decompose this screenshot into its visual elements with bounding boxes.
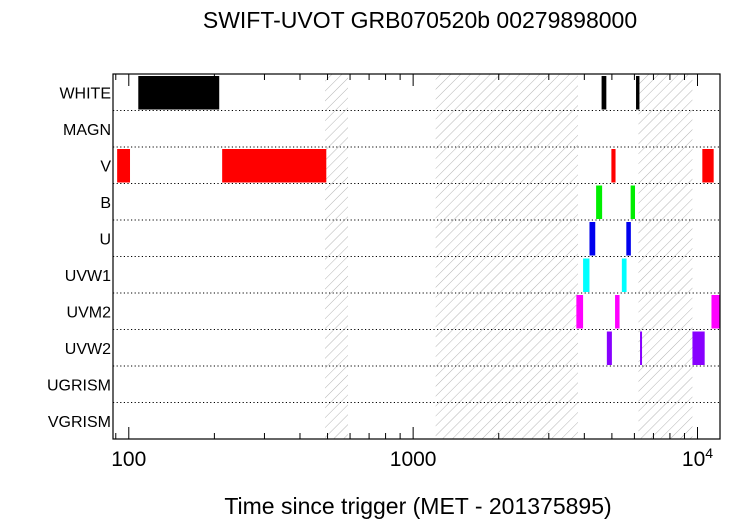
- x-axis-ticks: 100 1000 104: [111, 74, 713, 471]
- exposure-bars: [117, 76, 720, 365]
- row-label-v: V: [100, 158, 111, 175]
- x-tick-label-2: 104: [682, 445, 713, 471]
- row-label-vgrism: VGRISM: [48, 414, 111, 431]
- row-label-magn: MAGN: [63, 122, 111, 139]
- x-tick-label-1: 1000: [390, 448, 437, 471]
- exposure-bar-uvm2-15: [711, 295, 720, 329]
- exposure-bar-white-1: [601, 76, 607, 110]
- row-label-white: WHITE: [59, 85, 111, 102]
- exposure-bar-b-7: [596, 185, 603, 219]
- x-tick-exponent: 4: [705, 445, 713, 461]
- x-axis-label: Time since trigger (MET - 201375895): [224, 493, 611, 519]
- exposure-bar-uvw2-17: [640, 331, 643, 365]
- exposure-bar-u-10: [626, 222, 631, 256]
- exposure-bar-uvw2-18: [692, 331, 705, 365]
- exposure-bar-white-2: [636, 76, 640, 110]
- row-label-uvw1: UVW1: [65, 268, 111, 285]
- exposure-bar-uvw1-12: [621, 258, 627, 292]
- exposure-bar-uvm2-14: [615, 295, 620, 329]
- gap-interval-2: [638, 74, 693, 439]
- row-labels: WHITE MAGN V B U UVW1 UVM2 UVW2 UGRISM VGRISM: [47, 85, 111, 431]
- exposure-bar-v-5: [611, 149, 616, 183]
- row-label-uvw2: UVW2: [65, 341, 111, 358]
- exposure-bar-v-6: [702, 149, 714, 183]
- row-label-ugrism: UGRISM: [47, 377, 111, 394]
- exposure-bar-u-9: [589, 222, 596, 256]
- exposure-bar-uvm2-13: [576, 295, 584, 329]
- row-label-u: U: [99, 231, 111, 248]
- exposure-bar-uvw2-16: [606, 331, 612, 365]
- chart-title: SWIFT-UVOT GRB070520b 00279898000: [203, 7, 637, 33]
- x-tick-label-0: 100: [111, 448, 146, 471]
- row-label-uvm2: UVM2: [67, 304, 112, 321]
- row-label-b: B: [100, 195, 111, 212]
- exposure-bar-v-4: [222, 149, 327, 183]
- row-separators: [113, 110, 720, 403]
- exposure-bar-white-0: [138, 76, 220, 110]
- exposure-bar-uvw1-11: [583, 258, 590, 292]
- exposure-bar-b-8: [630, 185, 636, 219]
- plot-frame: [112, 73, 721, 440]
- exposure-bar-v-3: [117, 149, 131, 183]
